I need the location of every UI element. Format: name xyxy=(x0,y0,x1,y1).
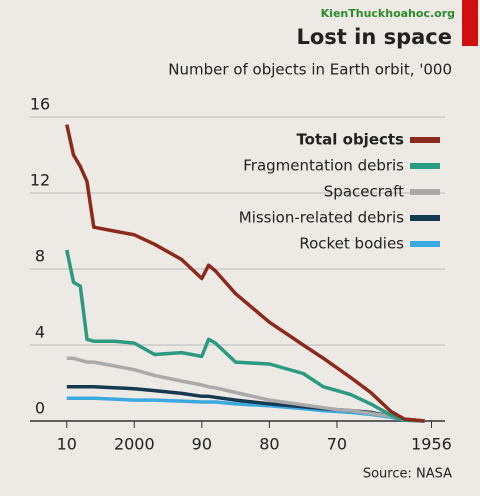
source: Source: NASA xyxy=(363,467,452,482)
legend-label: Fragmentation debris xyxy=(243,157,404,175)
x-tick-label: 2000 xyxy=(114,435,155,454)
legend-label: Total objects xyxy=(296,131,404,149)
legend-label: Mission-related debris xyxy=(239,209,404,227)
series-line xyxy=(66,356,425,423)
y-tick-label: 16 xyxy=(30,95,50,114)
y-tick-label: 0 xyxy=(35,399,45,418)
x-tick-label: 10 xyxy=(57,435,77,454)
y-tick-label: 4 xyxy=(35,323,45,342)
watermark: KienThuckhoahoc.org xyxy=(321,7,455,20)
x-tick-label: 80 xyxy=(259,435,279,454)
legend-label: Spacecraft xyxy=(324,183,404,201)
y-tick-label: 12 xyxy=(30,171,50,190)
x-tick-label: 1956 xyxy=(411,435,452,454)
x-tick-label: 70 xyxy=(327,435,347,454)
y-tick-label: 8 xyxy=(35,247,45,266)
series-line xyxy=(65,249,425,423)
x-tick-label: 90 xyxy=(192,435,212,454)
brand-tag xyxy=(462,0,478,46)
legend-label: Rocket bodies xyxy=(299,235,404,253)
chart-subtitle: Number of objects in Earth orbit, '000 xyxy=(168,61,452,79)
series-line xyxy=(65,124,425,423)
chart-title: Lost in space xyxy=(296,25,452,49)
